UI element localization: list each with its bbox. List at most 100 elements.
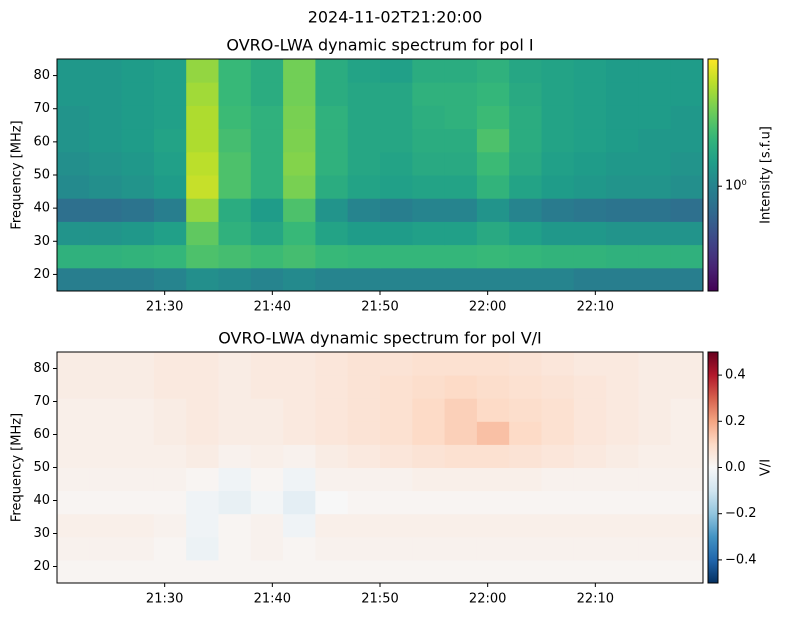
heatmap-cell: [509, 105, 542, 130]
heatmap-cell: [218, 59, 252, 83]
heatmap-cell: [412, 175, 446, 199]
heatmap-cell: [186, 59, 219, 83]
heatmap-cell: [186, 221, 219, 246]
heatmap-cell: [121, 559, 155, 584]
heatmap-cell: [444, 467, 478, 492]
heatmap-cell: [186, 105, 219, 130]
heatmap-cell: [412, 490, 446, 515]
heatmap-cell: [186, 490, 219, 515]
heatmap-cell: [573, 375, 607, 399]
heatmap-cell: [186, 467, 219, 492]
y-tick-label: 70: [33, 101, 50, 116]
heatmap-cell: [57, 175, 90, 199]
heatmap-cell: [250, 151, 284, 176]
heatmap-cell: [541, 398, 575, 422]
y-tick-label: 60: [33, 134, 50, 149]
y-tick-label: 30: [33, 526, 50, 541]
y-tick-label: 40: [33, 201, 50, 216]
heatmap-cell: [57, 398, 90, 422]
heatmap-cell: [315, 198, 349, 222]
heatmap-cell: [670, 267, 704, 292]
heatmap-cell: [541, 513, 575, 538]
y-tick-label: 70: [33, 394, 50, 409]
heatmap-cell: [606, 444, 639, 468]
heatmap-cell: [153, 444, 187, 468]
panel-title: OVRO-LWA dynamic spectrum for pol V/I: [218, 329, 542, 348]
heatmap-cell: [476, 398, 510, 422]
heatmap-cell: [444, 559, 478, 584]
heatmap-cell: [476, 444, 510, 468]
heatmap-cell: [444, 421, 478, 445]
heatmap-cell: [283, 352, 316, 376]
heatmap-cell: [541, 128, 575, 153]
heatmap-cell: [153, 244, 187, 269]
heatmap-cell: [606, 59, 639, 83]
heatmap-cell: [444, 151, 478, 176]
heatmap-cell: [638, 467, 672, 492]
heatmap-cell: [153, 490, 187, 515]
heatmap-cell: [638, 105, 672, 130]
heatmap-cell: [509, 267, 542, 292]
heatmap-cell: [606, 221, 639, 246]
colorbar-label: V/I: [759, 459, 774, 476]
heatmap-cell: [606, 244, 639, 269]
heatmap-cell: [606, 559, 639, 584]
heatmap-cell: [509, 398, 542, 422]
heatmap-cell: [380, 151, 413, 176]
heatmap-cell: [476, 421, 510, 445]
heatmap-cell: [250, 467, 284, 492]
heatmap-cell: [250, 221, 284, 246]
y-tick-label: 60: [33, 427, 50, 442]
heatmap-cell: [250, 128, 284, 153]
y-axis-label: Frequency [MHz]: [10, 120, 25, 229]
heatmap-cell: [283, 198, 316, 222]
heatmap-cell: [476, 198, 510, 222]
heatmap-cell: [121, 128, 155, 153]
y-tick-label: 80: [33, 68, 50, 83]
heatmap-cell: [89, 267, 123, 292]
heatmap-cell: [670, 490, 704, 515]
heatmap-cell: [509, 352, 542, 376]
heatmap-cell: [541, 536, 575, 561]
heatmap-cell: [541, 490, 575, 515]
heatmap-cell: [89, 559, 123, 584]
heatmap-cell: [347, 490, 381, 515]
heatmap-cell: [315, 221, 349, 246]
heatmap-cell: [218, 421, 252, 445]
heatmap-cell: [412, 221, 446, 246]
heatmap-cell: [153, 151, 187, 176]
heatmap-cell: [89, 175, 123, 199]
heatmap-cell: [444, 82, 478, 106]
heatmap-cell: [283, 375, 316, 399]
heatmap-cell: [153, 467, 187, 492]
colorbar-tick-label: −0.2: [725, 506, 757, 521]
heatmap-cell: [509, 175, 542, 199]
heatmap-cell: [121, 536, 155, 561]
heatmap-cell: [283, 467, 316, 492]
heatmap-cell: [476, 559, 510, 584]
heatmap-cell: [347, 513, 381, 538]
heatmap-cell: [89, 244, 123, 269]
colorbar-tick-label: 0.4: [725, 368, 746, 383]
heatmap-cell: [89, 375, 123, 399]
heatmap-cell: [573, 151, 607, 176]
heatmap-cell: [606, 421, 639, 445]
heatmap-cell: [444, 490, 478, 515]
heatmap-cell: [283, 444, 316, 468]
heatmap-cell: [606, 151, 639, 176]
heatmap-cell: [218, 375, 252, 399]
heatmap-cell: [57, 421, 90, 445]
heatmap-cell: [541, 151, 575, 176]
heatmap-cell: [89, 82, 123, 106]
heatmap-cell: [541, 559, 575, 584]
heatmap-cell: [444, 105, 478, 130]
heatmap-cell: [121, 105, 155, 130]
heatmap-cell: [315, 244, 349, 269]
heatmap-cell: [541, 175, 575, 199]
heatmap-cell: [380, 198, 413, 222]
heatmap-cell: [541, 444, 575, 468]
heatmap-cell: [57, 128, 90, 153]
heatmap-cell: [606, 398, 639, 422]
heatmap-cell: [283, 267, 316, 292]
heatmap-cell: [380, 352, 413, 376]
